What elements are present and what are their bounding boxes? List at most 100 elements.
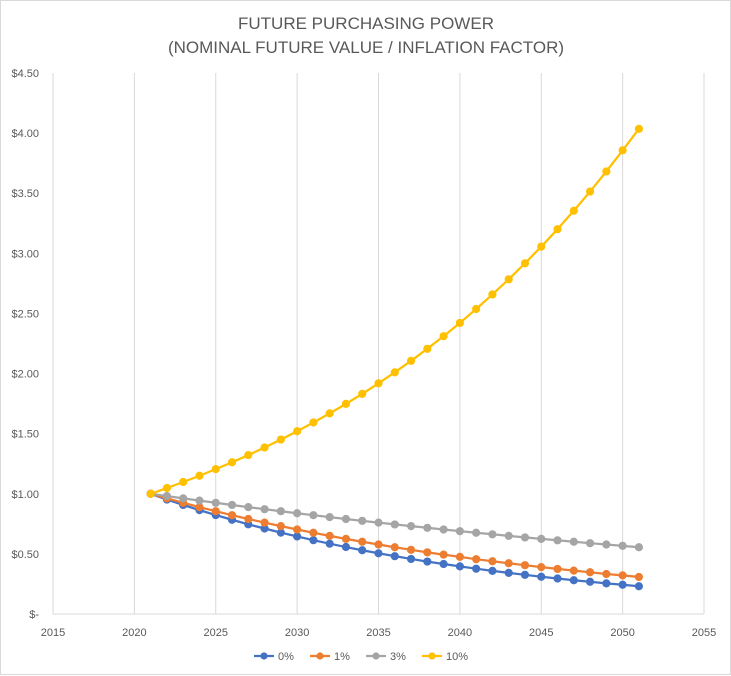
grid-lines bbox=[52, 73, 705, 614]
data-point bbox=[211, 465, 220, 474]
legend: 0% 1% 3% 10% bbox=[254, 651, 468, 663]
data-point bbox=[585, 568, 595, 577]
data-point bbox=[602, 569, 611, 579]
data-point bbox=[325, 531, 334, 540]
y-tick-label: $1.00 bbox=[11, 489, 39, 501]
data-point bbox=[390, 520, 399, 529]
data-point bbox=[618, 541, 627, 550]
data-point bbox=[618, 146, 627, 155]
data-point bbox=[195, 471, 204, 480]
data-point bbox=[553, 536, 562, 545]
y-tick-label: $4.00 bbox=[11, 128, 39, 140]
series-0% bbox=[146, 489, 644, 591]
legend-swatch-marker bbox=[316, 652, 324, 660]
data-point bbox=[488, 557, 497, 566]
axes: 2015 2020 2025 2030 2035 2040 2045 2050 2055 $- $0… bbox=[11, 68, 716, 639]
data-point bbox=[504, 559, 513, 568]
data-point bbox=[146, 489, 155, 498]
data-point bbox=[504, 275, 513, 284]
x-tick-label: 2020 bbox=[122, 627, 146, 639]
data-point bbox=[569, 537, 578, 546]
data-point bbox=[569, 206, 578, 215]
series-line bbox=[150, 128, 640, 495]
data-point bbox=[358, 516, 367, 525]
data-point bbox=[553, 564, 562, 574]
y-tick-label: $0.50 bbox=[11, 549, 39, 561]
data-point bbox=[569, 566, 578, 575]
legend-item: 10% bbox=[422, 651, 468, 663]
data-point bbox=[374, 518, 383, 527]
legend-swatch-marker bbox=[372, 652, 380, 660]
x-tick-label: 2040 bbox=[448, 627, 472, 639]
legend-item: 1% bbox=[310, 651, 350, 663]
series-1% bbox=[146, 489, 644, 582]
data-point bbox=[439, 550, 448, 559]
data-point bbox=[472, 564, 481, 573]
data-point bbox=[634, 124, 644, 134]
data-point bbox=[618, 580, 627, 589]
data-point bbox=[585, 577, 595, 586]
data-point bbox=[585, 187, 595, 196]
data-point bbox=[309, 418, 318, 427]
data-point bbox=[488, 566, 497, 575]
data-point bbox=[439, 525, 448, 534]
data-point bbox=[537, 534, 546, 543]
data-point bbox=[488, 290, 497, 299]
data-point bbox=[341, 399, 351, 408]
x-tick-label: 2015 bbox=[41, 627, 65, 639]
legend-label: 0% bbox=[278, 651, 294, 663]
data-point bbox=[634, 543, 644, 552]
data-point bbox=[406, 554, 416, 564]
data-point bbox=[325, 539, 334, 548]
data-point bbox=[227, 511, 237, 520]
data-point bbox=[602, 540, 611, 549]
x-tick-label: 2050 bbox=[610, 627, 634, 639]
data-point bbox=[537, 563, 546, 572]
data-point bbox=[341, 542, 351, 552]
legend-swatch-marker bbox=[260, 652, 268, 660]
data-point bbox=[406, 356, 416, 365]
data-point bbox=[406, 545, 416, 554]
data-point bbox=[211, 507, 220, 516]
data-point bbox=[179, 477, 188, 487]
data-point bbox=[488, 530, 497, 539]
chart-title-line-1: FUTURE PURCHASING POWER bbox=[238, 14, 494, 33]
data-point bbox=[390, 368, 399, 377]
y-tick-label: $1.50 bbox=[11, 429, 39, 441]
data-point bbox=[293, 525, 302, 534]
y-tick-label: $3.00 bbox=[11, 248, 39, 260]
chart-title-line-2: (NOMINAL FUTURE VALUE / INFLATION FACTOR… bbox=[168, 38, 564, 57]
data-point bbox=[455, 318, 464, 328]
data-point bbox=[309, 511, 318, 520]
x-tick-label: 2055 bbox=[692, 627, 716, 639]
data-point bbox=[358, 389, 367, 398]
data-point bbox=[276, 435, 285, 444]
data-point bbox=[504, 531, 513, 540]
legend-label: 1% bbox=[334, 651, 350, 663]
data-point bbox=[439, 559, 448, 569]
data-point bbox=[260, 505, 269, 514]
legend-label: 3% bbox=[390, 651, 406, 663]
data-point bbox=[406, 522, 416, 531]
series-line bbox=[150, 492, 640, 579]
data-point bbox=[455, 527, 464, 536]
data-point bbox=[293, 427, 302, 436]
data-point bbox=[472, 528, 481, 537]
data-point bbox=[423, 548, 432, 557]
x-tick-label: 2035 bbox=[366, 627, 390, 639]
data-point bbox=[374, 379, 383, 388]
legend-item: 0% bbox=[254, 651, 294, 663]
data-point bbox=[504, 568, 513, 577]
data-point bbox=[260, 518, 269, 527]
data-point bbox=[358, 546, 367, 555]
data-point bbox=[325, 409, 334, 418]
data-point bbox=[211, 498, 220, 507]
data-point bbox=[439, 332, 448, 341]
data-point bbox=[390, 543, 399, 552]
data-point bbox=[537, 572, 546, 581]
data-point bbox=[244, 450, 253, 460]
data-point bbox=[309, 536, 318, 545]
data-point bbox=[618, 571, 627, 580]
